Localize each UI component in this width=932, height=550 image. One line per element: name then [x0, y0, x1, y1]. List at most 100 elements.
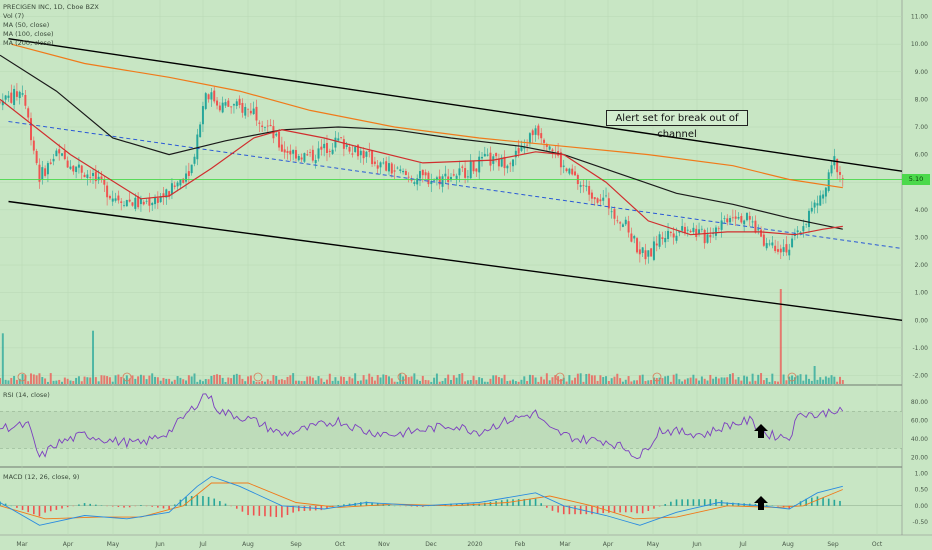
candle-body	[159, 196, 162, 203]
candle-body	[193, 156, 196, 164]
candle-body	[340, 137, 343, 138]
volume-bar	[799, 374, 802, 384]
candle-body	[207, 94, 210, 100]
candle-body	[356, 144, 359, 157]
candle-body	[695, 228, 698, 237]
volume-bar	[359, 380, 362, 384]
volume-bar	[813, 366, 816, 384]
x-tick-label: Mar	[16, 541, 28, 548]
candle-body	[120, 201, 123, 203]
volume-bar	[455, 377, 458, 384]
candle-body	[836, 158, 839, 173]
x-tick-label: May	[647, 541, 660, 548]
candle-body	[636, 238, 639, 253]
macd-histogram-bar	[709, 499, 712, 506]
macd-histogram-bar	[16, 505, 18, 508]
candle-body	[734, 216, 737, 219]
volume-bar	[72, 381, 75, 384]
earnings-marker	[122, 372, 132, 382]
macd-histogram-bar	[596, 505, 599, 514]
candle-body	[551, 149, 554, 152]
volume-bar	[0, 378, 1, 384]
volume-bar	[745, 376, 748, 384]
macd-histogram-bar	[38, 505, 41, 517]
volume-bar	[407, 377, 410, 384]
candle-body	[300, 157, 303, 160]
candle-body	[402, 170, 405, 173]
candle-body	[32, 140, 35, 151]
candle-body	[97, 176, 100, 181]
candle-body	[466, 176, 469, 178]
candle-body	[331, 149, 334, 154]
volume-bar	[571, 380, 574, 384]
x-tick-label: Sep	[290, 541, 302, 548]
candle-body	[15, 91, 18, 97]
candle-body	[526, 144, 529, 146]
candle-body	[123, 205, 126, 206]
volume-bar	[216, 374, 219, 384]
candle-body	[151, 202, 154, 206]
candle-body	[128, 199, 131, 202]
price-tick-label: -2.00	[912, 372, 928, 379]
candle-body	[771, 242, 774, 246]
volume-bar	[731, 373, 734, 384]
volume-bar	[528, 374, 531, 384]
candle-body	[94, 171, 97, 182]
annotation-box[interactable]: Alert set for break out of channel	[606, 110, 748, 140]
candle-body	[154, 197, 157, 205]
macd-histogram-bar	[157, 505, 159, 508]
candle-body	[404, 171, 407, 175]
candle-body	[607, 198, 610, 209]
volume-bar	[514, 381, 517, 384]
volume-bar	[489, 378, 492, 384]
macd-histogram-bar	[410, 505, 413, 507]
volume-bar	[300, 381, 303, 384]
candle-body	[58, 149, 61, 154]
candle-body	[520, 146, 523, 151]
volume-bar	[421, 375, 424, 384]
volume-bar	[585, 374, 588, 384]
rsi-band	[0, 411, 902, 449]
volume-bar	[297, 380, 300, 384]
volume-bar	[41, 377, 44, 384]
volume-bar	[438, 381, 441, 384]
candle-body	[30, 118, 32, 141]
macd-histogram-bar	[179, 499, 182, 506]
volume-bar	[771, 373, 774, 384]
price-tick-label: 0.00	[915, 317, 929, 324]
volume-bar	[596, 380, 599, 384]
candle-body	[760, 229, 763, 237]
volume-bar	[162, 377, 165, 384]
volume-bar	[58, 379, 61, 384]
candle-body	[517, 148, 520, 154]
candle-body	[204, 93, 207, 109]
volume-bar	[748, 381, 751, 384]
candle-body	[683, 226, 686, 234]
macd-histogram-bar	[630, 505, 633, 513]
volume-bar	[393, 381, 396, 384]
volume-bar	[151, 373, 154, 384]
volume-bar	[89, 377, 92, 384]
candle-body	[822, 194, 825, 199]
volume-bar	[765, 377, 768, 384]
volume-bar	[342, 377, 345, 384]
volume-bar	[362, 375, 365, 384]
volume-bar	[807, 378, 810, 384]
candle-body	[630, 233, 633, 242]
macd-histogram-bar	[140, 505, 142, 506]
candle-body	[762, 234, 765, 246]
volume-bar	[822, 379, 825, 384]
volume-bar	[605, 376, 608, 384]
candle-body	[647, 250, 650, 257]
macd-histogram-bar	[534, 498, 537, 506]
candle-body	[162, 193, 165, 198]
volume-bar	[235, 373, 238, 384]
volume-bar	[148, 375, 151, 384]
volume-bar	[7, 380, 10, 384]
volume-bar	[768, 381, 771, 384]
volume-bar	[289, 375, 292, 384]
candle-body	[692, 227, 695, 233]
candle-body	[545, 144, 548, 147]
macd-histogram-bar	[715, 499, 717, 506]
